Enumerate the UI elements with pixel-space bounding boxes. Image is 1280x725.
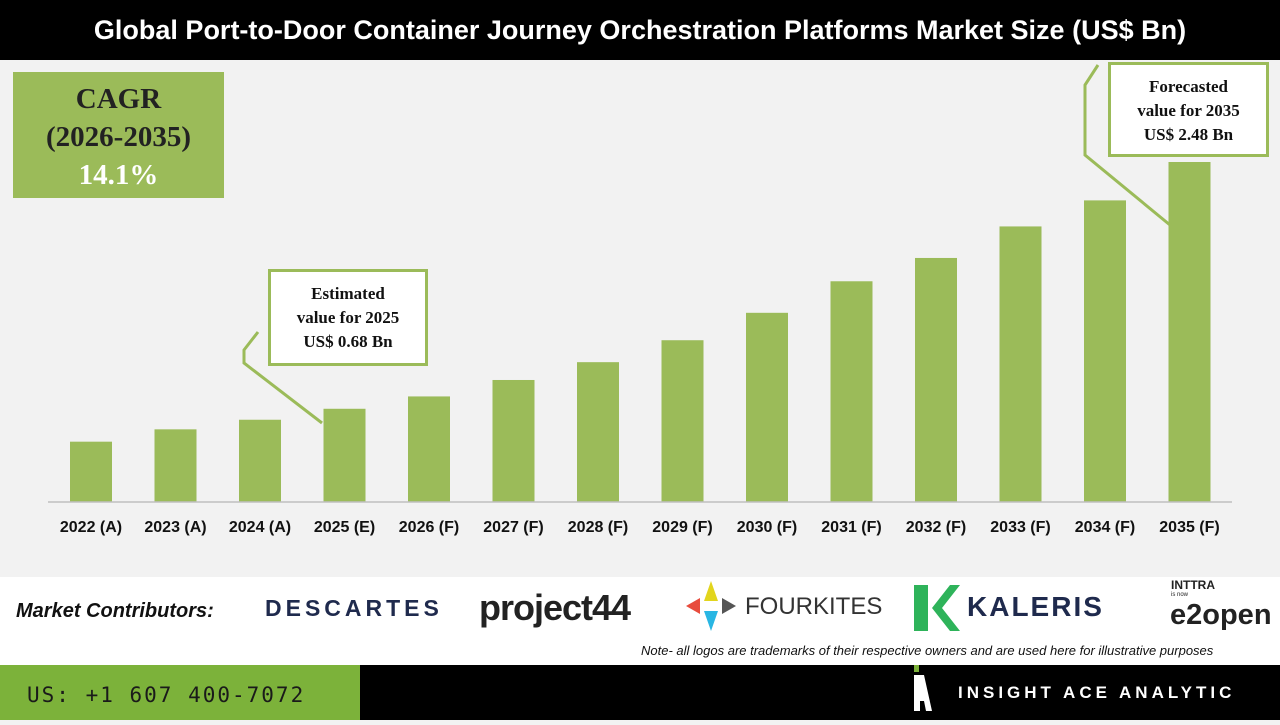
forecasted-value-callout: Forecasted value for 2035 US$ 2.48 Bn: [1108, 62, 1269, 157]
project44-logo: project44: [479, 587, 631, 628]
callout-line: Forecasted: [1149, 77, 1228, 96]
callout-value: US$ 0.68 Bn: [303, 332, 393, 351]
insight-ace-logo-icon: [912, 665, 936, 711]
x-tick-label: 2030 (F): [737, 519, 797, 536]
x-tick-label: 2027 (F): [483, 519, 543, 536]
estimated-callout-connector: [242, 331, 323, 425]
callout-line: Estimated: [311, 284, 385, 303]
x-tick-label: 2026 (F): [399, 519, 459, 536]
bar-2025 (E): [323, 408, 366, 502]
forecasted-callout-connector: [1083, 64, 1171, 227]
trademark-note: Note- all logos are trademarks of their …: [641, 643, 1214, 658]
x-tick-label: 2023 (A): [144, 519, 206, 536]
fourkites-logo: FOURKITES: [745, 593, 883, 620]
x-tick-label: 2028 (F): [568, 519, 628, 536]
market-contributors-section: Market Contributors: DESCARTES project44…: [0, 577, 1280, 665]
bar-2032 (F): [915, 257, 957, 502]
x-tick-label: 2035 (F): [1159, 519, 1219, 536]
x-tick-label: 2029 (F): [652, 519, 712, 536]
callout-line: value for 2025: [296, 308, 400, 327]
fourkites-mark-icon: [686, 581, 736, 631]
phone-number: US: +1 607 400-7072: [0, 665, 360, 720]
x-tick-label: 2034 (F): [1075, 519, 1135, 536]
x-tick-label: 2033 (F): [990, 519, 1050, 536]
kaleris-logo: KALERIS: [967, 591, 1104, 622]
inttra-logo: INTTRA: [1171, 578, 1215, 592]
bar-2034 (F): [1084, 200, 1126, 503]
is-now-text: is now: [1171, 592, 1189, 598]
bar-2030 (F): [746, 312, 788, 502]
kaleris-mark-icon: [914, 585, 960, 631]
cagr-period: (2026-2035): [46, 121, 191, 153]
x-tick-label: 2032 (F): [906, 519, 966, 536]
bar-2035 (F): [1168, 162, 1211, 502]
cagr-box: CAGR (2026-2035) 14.1%: [13, 72, 224, 198]
cagr-value: 14.1%: [78, 159, 159, 191]
x-tick-label: 2031 (F): [821, 519, 881, 536]
e2open-logo: e2open: [1170, 599, 1272, 631]
callout-value: US$ 2.48 Bn: [1143, 125, 1234, 144]
bar-2033 (F): [999, 226, 1042, 502]
contributors-label: Market Contributors:: [16, 600, 214, 622]
chart-title: Global Port-to-Door Container Journey Or…: [0, 0, 1280, 60]
descartes-logo: DESCARTES: [265, 595, 443, 621]
x-tick-label: 2022 (A): [60, 519, 122, 536]
bar-chart: 2022 (A) 2023 (A) 2024 (A) 2025 (E) 2026 (F)…: [48, 64, 1232, 536]
bar-2027 (F): [492, 379, 535, 502]
x-tick-label: 2024 (A): [229, 519, 291, 536]
brand-name: INSIGHT ACE ANALYTIC: [958, 683, 1236, 702]
x-tick-label: 2025 (E): [314, 519, 375, 536]
bar-2029 (F): [661, 340, 704, 502]
bar-2023 (A): [154, 429, 197, 502]
bar-2022 (A): [70, 441, 112, 502]
bar-2031 (F): [830, 281, 873, 502]
bar-2024 (A): [239, 419, 281, 502]
estimated-value-callout: Estimated value for 2025 US$ 0.68 Bn: [268, 269, 428, 366]
bar-2026 (F): [408, 396, 450, 502]
callout-line: value for 2035: [1137, 101, 1240, 120]
footer-bar: [360, 665, 1280, 720]
bar-2028 (F): [577, 362, 619, 502]
cagr-label: CAGR: [75, 83, 162, 115]
